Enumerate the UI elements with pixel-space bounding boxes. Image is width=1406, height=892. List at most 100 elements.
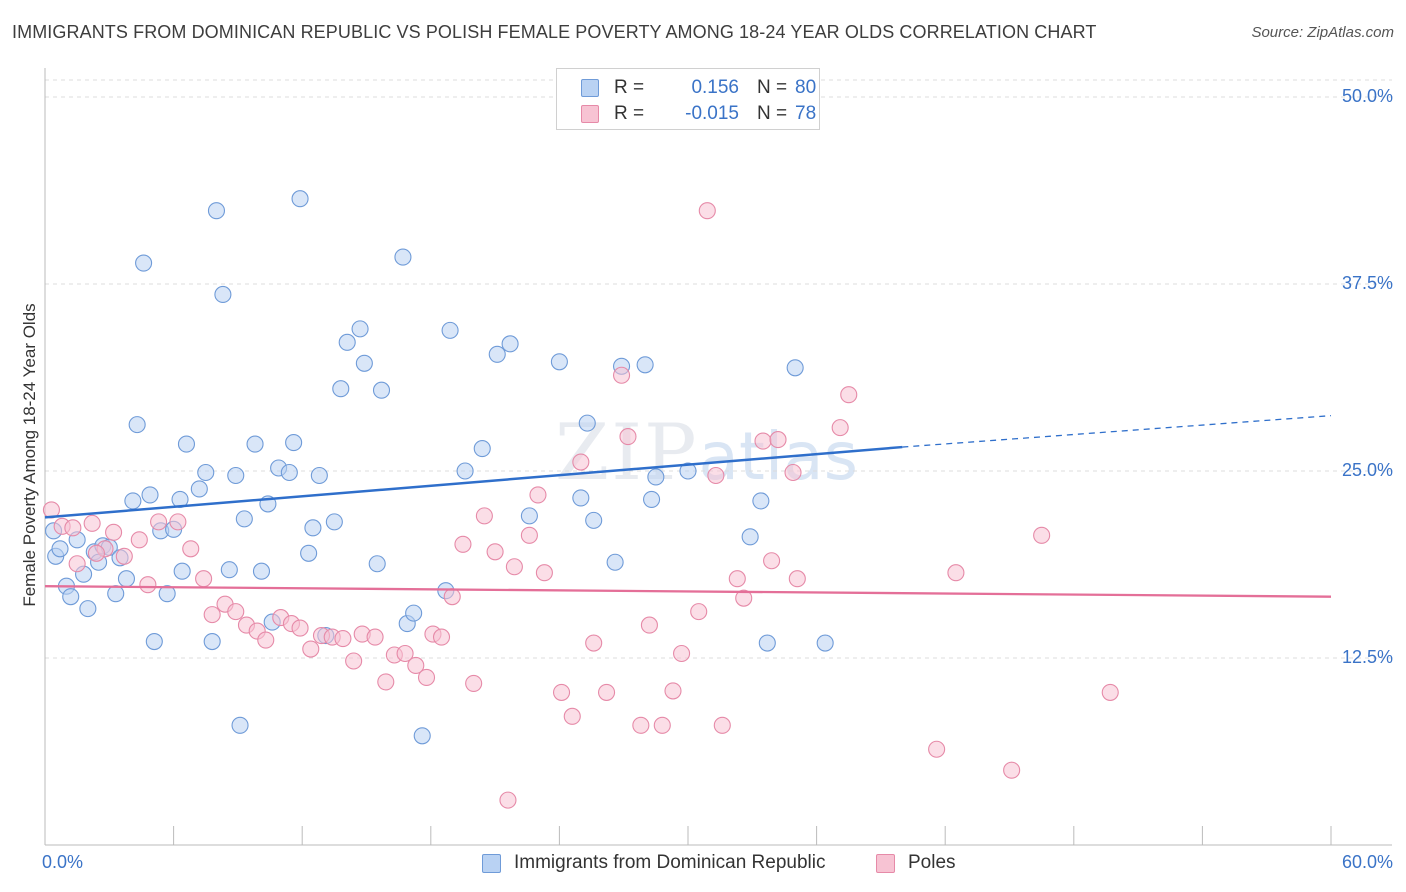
point-poles: [499, 791, 517, 809]
point-poles: [585, 634, 603, 652]
point-poles: [735, 589, 753, 607]
point-poles: [754, 432, 772, 450]
point-poles: [377, 673, 395, 691]
series-legend-label: Immigrants from Dominican Republic: [514, 852, 826, 873]
point-dominican: [51, 540, 69, 558]
point-dominican: [368, 555, 386, 573]
trend-line-dominican-extension: [902, 414, 1332, 448]
point-poles: [698, 202, 716, 220]
point-poles: [928, 740, 946, 758]
point-dominican: [107, 585, 125, 603]
point-poles: [619, 428, 637, 446]
point-dominican: [643, 490, 661, 508]
axes: [44, 68, 1392, 846]
point-poles: [563, 707, 581, 725]
point-dominican: [338, 333, 356, 351]
point-dominican: [413, 727, 431, 745]
point-dominican: [816, 634, 834, 652]
watermark: ZIPatlas: [555, 408, 858, 498]
point-dominican: [177, 435, 196, 453]
point-poles: [454, 535, 472, 553]
point-dominican: [325, 513, 343, 531]
chart-title: IMMIGRANTS FROM DOMINICAN REPUBLIC VS PO…: [12, 22, 1097, 42]
point-dominican: [550, 353, 568, 371]
point-dominican: [332, 380, 350, 398]
gridlines: [45, 79, 1392, 659]
point-poles: [139, 576, 157, 594]
point-dominican: [473, 440, 491, 458]
point-poles: [396, 644, 414, 663]
point-poles: [203, 606, 221, 624]
point-dominican: [456, 462, 474, 480]
point-poles: [417, 668, 436, 686]
point-poles: [1033, 526, 1051, 544]
r-label: R =: [614, 77, 645, 98]
point-dominican: [488, 345, 506, 363]
point-poles: [486, 543, 504, 561]
y-tick-label: 50.0%: [1341, 86, 1393, 106]
point-poles: [302, 640, 320, 658]
trend-line-poles: [44, 585, 1332, 598]
point-poles: [291, 619, 309, 637]
point-dominican: [231, 716, 249, 734]
point-poles: [195, 570, 213, 588]
point-dominican: [190, 480, 208, 498]
n-label: N =: [757, 103, 788, 124]
point-poles: [535, 564, 553, 582]
point-dominican: [636, 356, 654, 374]
y-tick-label: 25.0%: [1341, 460, 1393, 480]
point-poles: [345, 652, 363, 670]
point-poles: [68, 555, 86, 573]
point-poles: [529, 486, 547, 504]
point-dominican: [128, 416, 146, 434]
point-dominican: [355, 354, 373, 372]
x-tick-label: 0.0%: [42, 852, 84, 872]
point-dominican: [285, 434, 303, 452]
point-poles: [334, 630, 352, 648]
point-dominican: [117, 570, 135, 588]
point-dominican: [235, 510, 253, 528]
point-dominican: [173, 562, 191, 580]
point-poles: [653, 716, 671, 734]
point-dominican: [441, 321, 459, 339]
point-dominican: [207, 202, 226, 220]
n-label: N =: [757, 77, 788, 98]
point-poles: [115, 547, 133, 565]
point-poles: [552, 683, 571, 701]
point-poles: [257, 631, 275, 649]
point-dominican: [578, 414, 596, 432]
point-dominican: [351, 320, 369, 338]
point-poles: [728, 570, 746, 588]
point-poles: [784, 463, 802, 482]
point-dominican: [197, 463, 215, 482]
point-poles: [465, 674, 483, 692]
point-poles: [520, 526, 538, 544]
point-dominican: [310, 466, 328, 485]
point-dominican: [280, 463, 298, 482]
point-poles: [632, 716, 650, 734]
point-poles: [831, 419, 849, 437]
source-credit: Source: ZipAtlas.com: [1251, 24, 1394, 41]
y-axis-title: Female Poverty Among 18-24 Year Olds: [20, 303, 39, 607]
point-dominican: [679, 462, 697, 480]
point-dominican: [158, 585, 176, 603]
point-poles: [64, 519, 82, 537]
point-poles: [407, 656, 425, 675]
point-dominican: [394, 248, 412, 266]
point-dominican: [304, 519, 322, 537]
y-tick-label: 37.5%: [1341, 273, 1393, 293]
point-dominican: [300, 544, 318, 562]
point-poles: [763, 552, 781, 570]
y-tick-label: 12.5%: [1341, 647, 1393, 667]
trend-lines: [44, 414, 1332, 598]
point-dominican: [145, 632, 163, 651]
point-dominican: [585, 511, 603, 529]
point-dominican: [62, 588, 80, 606]
trend-line-dominican: [44, 445, 903, 519]
point-dominican: [758, 634, 776, 652]
point-dominican: [246, 435, 264, 453]
series-legend-label: Poles: [908, 852, 956, 873]
point-dominican: [752, 492, 770, 510]
point-poles: [366, 628, 384, 646]
blue-swatch-icon: [581, 79, 599, 97]
